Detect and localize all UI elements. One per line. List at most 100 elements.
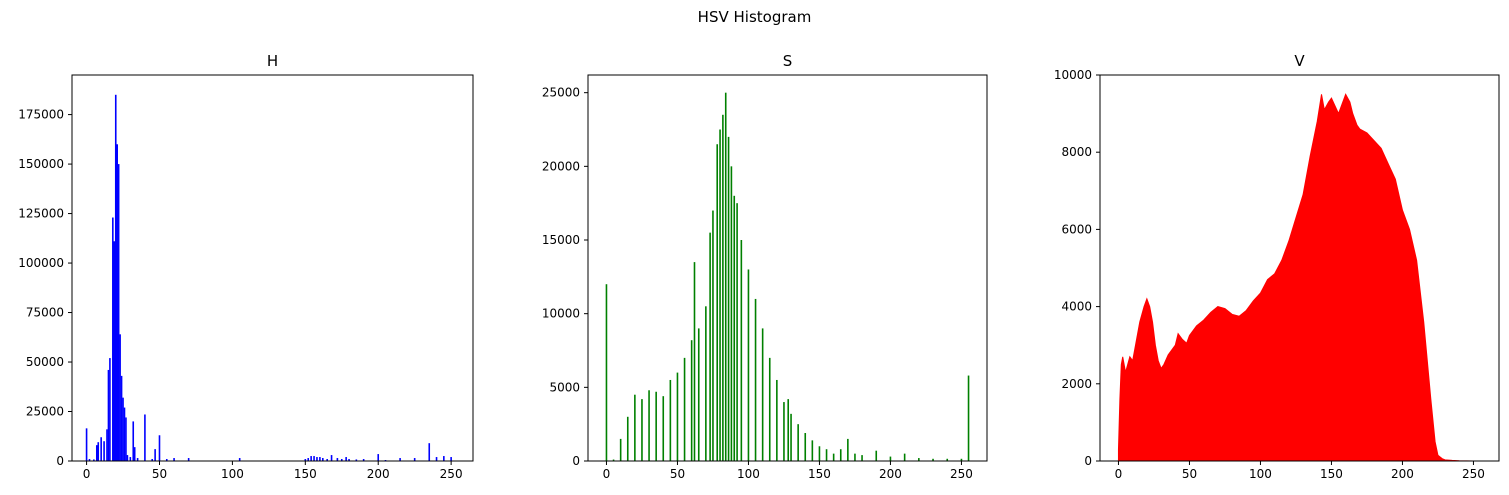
x-tick-label: 150	[294, 467, 317, 481]
panel-title: S	[783, 52, 793, 70]
panel-s: S 0 50 100 150 200 250 0 5000 10000 15000 20000 2500…	[542, 52, 988, 481]
x-tick-label: 150	[1320, 467, 1343, 481]
bar	[854, 453, 856, 461]
panel-v: V 0 50 100 150 200 250 0 2000 4000 6000 8000 10000	[1054, 52, 1500, 481]
bar	[804, 433, 807, 461]
y-tick-label: 50000	[26, 355, 64, 369]
bar	[932, 458, 934, 461]
bar	[319, 457, 321, 461]
bar	[839, 449, 842, 461]
axes-frame	[71, 74, 474, 462]
bar	[787, 399, 790, 461]
panel-title: V	[1294, 52, 1305, 70]
x-tick-label: 0	[83, 467, 91, 481]
y-tick-label: 25000	[26, 405, 64, 419]
bar	[747, 269, 750, 461]
bar	[733, 195, 736, 461]
bar	[797, 424, 799, 461]
x-tick-label: 200	[879, 467, 902, 481]
bar	[151, 459, 153, 461]
x-tick-label: 100	[737, 467, 760, 481]
y-tick-label: 0	[56, 454, 64, 468]
bar	[676, 372, 679, 461]
bar	[847, 438, 849, 461]
bar	[133, 447, 136, 461]
bar	[730, 166, 733, 461]
bar	[340, 459, 343, 461]
bar	[125, 417, 127, 461]
bar	[861, 455, 863, 461]
bar	[310, 456, 312, 461]
bar	[126, 455, 129, 461]
bar	[95, 445, 98, 461]
x-tick-label: 100	[221, 467, 244, 481]
y-tick-label: 8000	[1061, 145, 1092, 159]
panel-h: H 0 50 100 150 200 250 0 25000 50000 75000 100000 12…	[18, 52, 474, 481]
bar	[362, 459, 365, 461]
bar	[173, 458, 175, 461]
bar	[693, 262, 696, 461]
axes-frame	[587, 74, 988, 462]
bar	[662, 396, 665, 461]
bar	[648, 390, 650, 461]
y-tick-label: 0	[572, 454, 580, 468]
bar	[132, 421, 135, 461]
y-tick-label: 10000	[1054, 68, 1092, 82]
bar	[683, 357, 686, 461]
x-tick-label: 50	[1182, 467, 1197, 481]
x-tick-label: 200	[367, 467, 390, 481]
bar	[428, 443, 431, 461]
bar	[811, 440, 814, 461]
x-tick-label: 100	[1249, 467, 1272, 481]
bar	[641, 399, 643, 461]
x-tick-label: 150	[808, 467, 831, 481]
bar	[336, 458, 339, 461]
bar	[960, 458, 963, 461]
bar	[129, 457, 132, 461]
bar	[238, 458, 241, 461]
y-tick-label: 75000	[26, 306, 64, 320]
bar	[605, 284, 608, 461]
bar	[705, 306, 707, 461]
bar	[690, 340, 693, 461]
bar	[443, 456, 445, 461]
bar	[634, 394, 636, 461]
bar	[88, 459, 91, 461]
bar	[330, 455, 333, 461]
bar	[889, 456, 892, 461]
bar	[761, 328, 764, 461]
x-tick-label: 50	[670, 467, 685, 481]
bar	[97, 442, 100, 461]
y-tick-label: 0	[1084, 454, 1092, 468]
bar	[413, 458, 416, 461]
bar	[754, 298, 757, 461]
bar	[348, 459, 350, 461]
panel-title: H	[267, 52, 278, 70]
axes-frame	[1099, 74, 1500, 462]
bar	[322, 458, 324, 461]
y-tick-label: 125000	[18, 207, 64, 221]
bar	[326, 459, 328, 461]
bar	[165, 459, 168, 461]
bar	[612, 459, 615, 461]
bar	[154, 449, 156, 461]
bar	[355, 459, 358, 461]
bar	[712, 210, 714, 461]
bar	[117, 164, 120, 461]
bar	[709, 232, 711, 461]
bar	[144, 414, 146, 461]
bar	[918, 458, 920, 461]
bar	[119, 334, 121, 461]
y-tick-label: 100000	[18, 256, 64, 270]
y-tick-label: 20000	[542, 159, 580, 173]
bar	[722, 114, 724, 461]
bar	[120, 375, 123, 461]
bar	[825, 449, 828, 461]
x-tick-label: 0	[603, 467, 611, 481]
bar	[316, 457, 318, 461]
bar	[619, 438, 622, 461]
bar	[85, 428, 88, 461]
x-tick-label: 250	[440, 467, 463, 481]
